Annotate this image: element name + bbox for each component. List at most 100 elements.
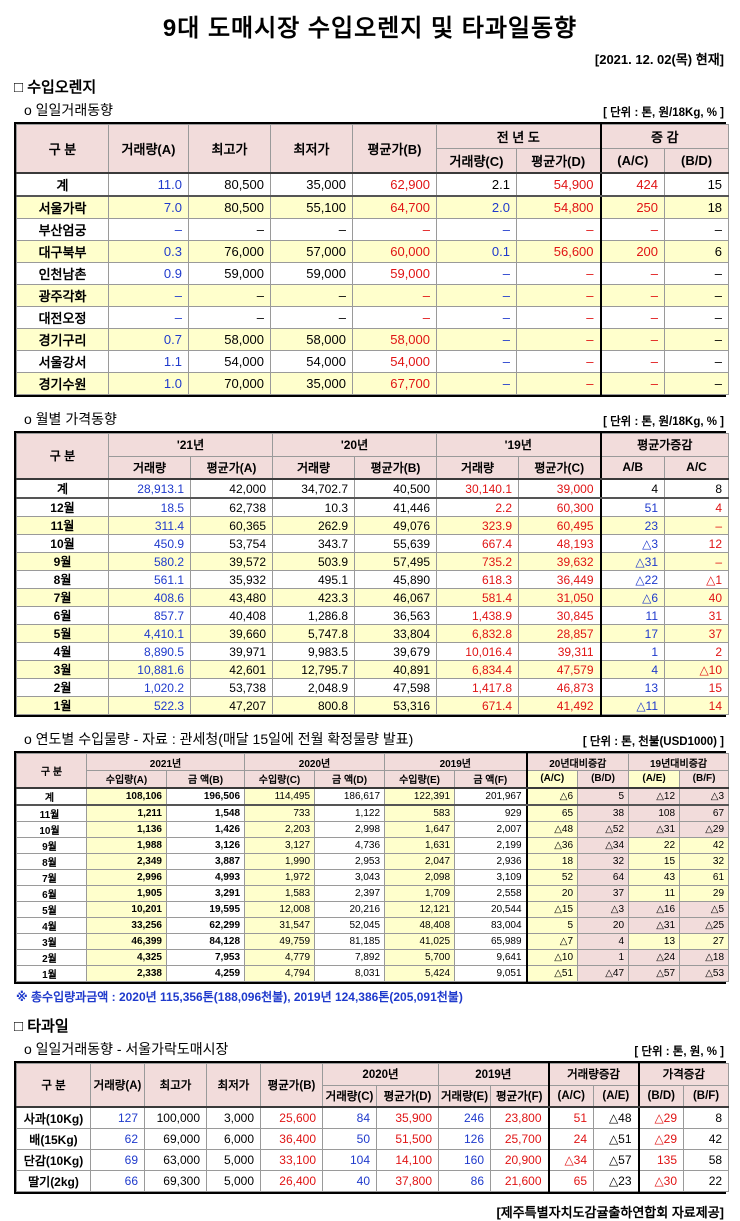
table-cell: 42,000 (190, 478, 273, 499)
table-cell: 20 (525, 884, 579, 902)
table-cell: 2,203 (244, 820, 316, 838)
table-cell: 11 (628, 884, 681, 902)
column-header: 거래량(E) (438, 1084, 492, 1108)
table-cell: 733 (244, 804, 316, 822)
table-cell: △34 (577, 836, 630, 854)
table-cell: 108,106 (86, 787, 167, 806)
table-cell: 6,832.8 (436, 624, 519, 643)
table-cell: 5 (577, 787, 630, 806)
table-cell: 40,891 (354, 660, 437, 679)
table-cell: 618.3 (436, 570, 519, 589)
table-cell: 50 (322, 1128, 377, 1150)
table-cell: 34,702.7 (272, 478, 355, 499)
table-cell: 10.3 (272, 497, 355, 517)
table-cell: 58,000 (352, 327, 437, 351)
row-label: 11월 (16, 516, 109, 535)
fruit-daily-unit-label: [ 단위 : 톤, 원, % ] (634, 1045, 724, 1058)
table-cell: 408.6 (108, 588, 191, 607)
table-cell: 76,000 (188, 239, 271, 263)
table-cell: 83,004 (454, 916, 528, 934)
table-cell: 3,291 (165, 884, 246, 902)
table-cell: 7,892 (314, 948, 386, 966)
table-cell: – (515, 349, 602, 373)
table-cell: 495.1 (272, 570, 355, 589)
table-cell: 54,000 (352, 349, 437, 373)
table-cell: 32 (679, 852, 730, 870)
column-header: 평균가(D) (375, 1084, 440, 1108)
table-cell: 135 (637, 1149, 685, 1171)
table-cell: 43 (628, 868, 681, 886)
monthly-unit-label: [ 단위 : 톤, 원/18Kg, % ] (603, 415, 724, 428)
table-cell: 450.9 (108, 534, 191, 553)
total-import-note: ※ 총수입량과금액 : 2020년 115,356톤(188,096천불), 2… (16, 989, 463, 1004)
table-cell: 583 (384, 804, 456, 822)
table-cell: △11 (599, 696, 665, 715)
table-cell: – (108, 283, 189, 307)
table-cell: △1 (663, 570, 730, 589)
row-label: 12월 (16, 497, 109, 517)
table-cell: 70,000 (188, 371, 271, 395)
column-header: 평균가(B) (354, 455, 437, 480)
table-cell: 2,558 (454, 884, 528, 902)
monthly-price-table-wrap: 구 분 '21년 '20년 '19년 평균가증감 거래량 평균가(A) 거래량 평균가(B) 거래… (14, 430, 730, 717)
table-cell: 1 (599, 642, 665, 661)
row-label: 사과(10Kg) (16, 1106, 91, 1129)
table-cell: △31 (599, 552, 665, 571)
row-label: 8월 (16, 852, 87, 870)
monthly-subheader: o 월별 가격동향 [ 단위 : 톤, 원/18Kg, % ] (24, 409, 724, 429)
table-cell: 47,598 (354, 678, 437, 697)
table-cell: 42,601 (190, 660, 273, 679)
table-cell: 41,492 (518, 696, 601, 715)
row-label: 계 (16, 787, 87, 806)
table-cell: 60,495 (518, 516, 601, 535)
table-cell: △57 (628, 964, 681, 982)
column-header: A/C (663, 455, 730, 480)
section-imported-orange-heading: □ 수입오렌지 (14, 79, 97, 96)
row-label: 8월 (16, 570, 109, 589)
table-cell: △36 (525, 836, 579, 854)
fruit-daily-table-wrap: 구 분 거래량(A) 최고가 최저가 평균가(B) 2020년 2019년 거래량증감 가격증감… (14, 1060, 730, 1194)
table-cell: 1,020.2 (108, 678, 191, 697)
table-cell: △57 (593, 1149, 640, 1171)
table-cell: 80,500 (188, 195, 271, 219)
table-cell: 37 (577, 884, 630, 902)
table-cell: – (436, 371, 517, 395)
table-cell: 60,000 (352, 239, 437, 263)
column-header: 최고가 (188, 124, 271, 174)
table-cell: 56,600 (515, 239, 602, 263)
table-cell: 6 (664, 239, 730, 263)
table-cell: 24 (547, 1128, 595, 1150)
table-cell: 5,424 (384, 964, 456, 982)
table-cell: 126 (438, 1128, 492, 1150)
table-cell: 31,050 (518, 588, 601, 607)
table-cell: 43,480 (190, 588, 273, 607)
table-cell: 800.8 (272, 696, 355, 715)
column-header: (B/F) (683, 1084, 730, 1108)
table-cell: – (436, 283, 517, 307)
table-cell: 250 (599, 195, 666, 219)
table-cell: △53 (679, 964, 730, 982)
row-label: 서울강서 (16, 349, 109, 373)
table-cell: 84 (322, 1106, 377, 1129)
table-cell: 54,000 (270, 349, 353, 373)
table-cell: 59,000 (352, 261, 437, 285)
table-cell: 3,127 (244, 836, 316, 854)
table-cell: 39,971 (190, 642, 273, 661)
table-cell: 31 (663, 606, 730, 625)
column-header: '19년 (436, 432, 601, 457)
row-label: 4월 (16, 916, 87, 934)
table-cell: 39,000 (518, 478, 601, 499)
table-cell: 114,495 (244, 787, 316, 806)
row-label: 서울가락 (16, 195, 109, 219)
table-cell: 64,700 (352, 195, 437, 219)
table-cell: 857.7 (108, 606, 191, 625)
fruit-daily-subheader: o 일일거래동향 - 서울가락도매시장 [ 단위 : 톤, 원, % ] (24, 1039, 724, 1059)
column-header: 평균가(D) (515, 148, 602, 174)
table-cell: △15 (525, 900, 579, 918)
table-cell: 1,990 (244, 852, 316, 870)
table-cell: 522.3 (108, 696, 191, 715)
table-cell: 2,047 (384, 852, 456, 870)
table-cell: 58 (683, 1149, 730, 1171)
table-cell: 2,199 (454, 836, 528, 854)
table-cell: 10,881.6 (108, 660, 191, 679)
